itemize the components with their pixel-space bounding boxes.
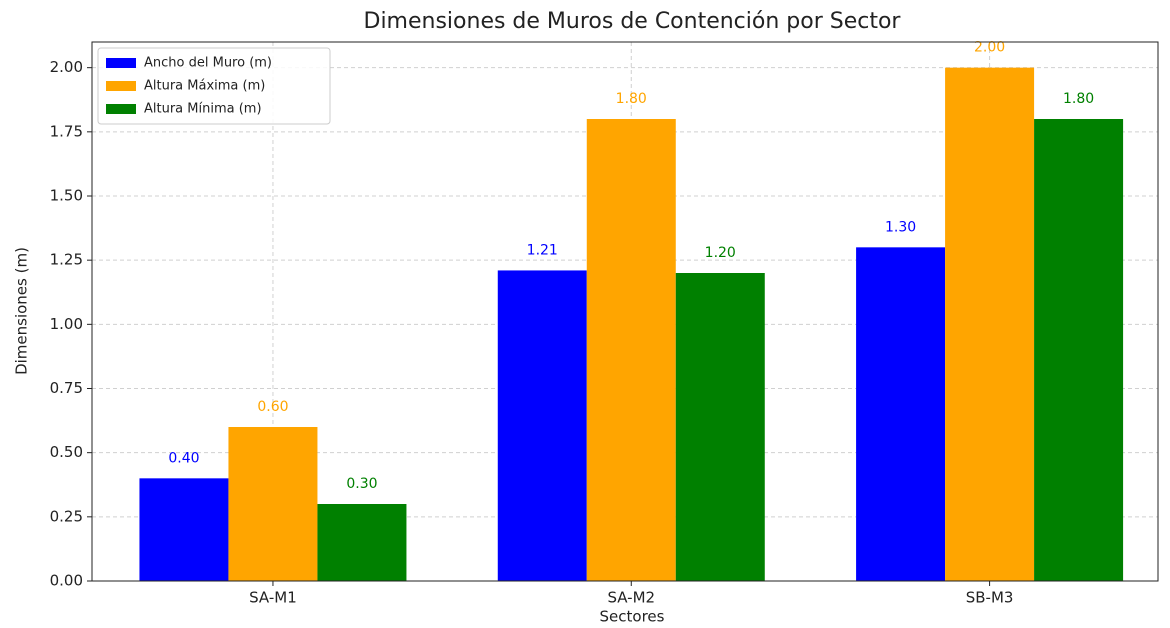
y-tick-label: 1.50 — [50, 187, 83, 205]
bar — [317, 504, 407, 581]
legend-box — [97, 47, 331, 125]
y-tick-label: 0.25 — [50, 507, 83, 525]
value-label: 1.80 — [616, 91, 647, 107]
value-label: 2.00 — [974, 40, 1005, 56]
y-tick-label: 0.00 — [50, 572, 83, 590]
y-tick-label: 2.00 — [50, 58, 83, 76]
bar — [1034, 119, 1124, 581]
value-label: 1.21 — [527, 242, 558, 258]
value-label: 0.60 — [257, 399, 288, 415]
x-tick-label: SB-M3 — [966, 589, 1014, 607]
legend-label: Altura Mínima (m) — [144, 102, 262, 117]
value-label: 0.40 — [168, 450, 199, 466]
y-tick-label: 0.50 — [50, 443, 83, 461]
plot-frame — [91, 41, 1159, 582]
chart-title: Dimensiones de Muros de Contención por S… — [364, 9, 902, 34]
value-label: 1.20 — [705, 245, 736, 261]
bar — [945, 67, 1035, 581]
x-axis-label: Sectores — [600, 608, 665, 626]
bar — [228, 427, 318, 581]
bar — [586, 119, 676, 581]
x-tick-label: SA-M2 — [607, 589, 655, 607]
legend-swatch — [106, 58, 136, 68]
legend: Ancho del Muro (m) Altura Máxima (m) Altur… — [97, 47, 331, 125]
legend-swatch — [106, 81, 136, 91]
y-tick-label: 1.75 — [50, 122, 83, 140]
x-tick-label: SA-M1 — [249, 589, 297, 607]
y-axis-label: Dimensiones (m) — [13, 247, 31, 375]
y-tick-label: 1.25 — [50, 251, 83, 269]
legend-label: Altura Máxima (m) — [144, 79, 265, 94]
legend-label: Ancho del Muro (m) — [144, 56, 272, 71]
bar — [497, 270, 587, 581]
bar — [139, 478, 229, 581]
legend-swatch — [106, 104, 136, 114]
value-label: 1.30 — [885, 219, 916, 235]
y-tick-label: 1.00 — [50, 315, 83, 333]
value-label: 1.80 — [1063, 91, 1094, 107]
y-tick-label: 0.75 — [50, 379, 83, 397]
bar — [675, 273, 765, 581]
value-label: 0.30 — [346, 476, 377, 492]
bar — [856, 247, 946, 582]
